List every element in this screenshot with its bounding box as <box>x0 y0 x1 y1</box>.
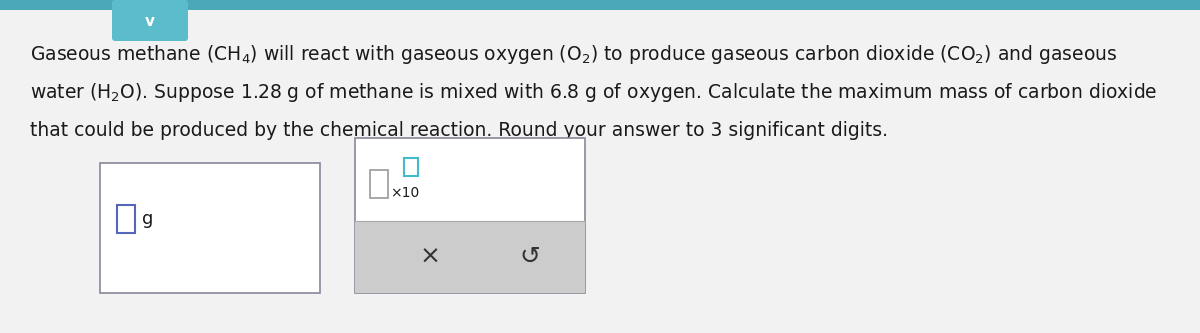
Text: v: v <box>145 15 155 30</box>
Bar <box>355 138 586 293</box>
Bar <box>0 0 1200 10</box>
Bar <box>118 205 134 233</box>
Text: ↺: ↺ <box>520 245 540 269</box>
Text: Gaseous methane $\left(\mathrm{CH_4}\right)$ will react with gaseous oxygen $\le: Gaseous methane $\left(\mathrm{CH_4}\rig… <box>30 44 1117 67</box>
Text: water $\left(\mathrm{H_2O}\right)$. Suppose 1.28 g of methane is mixed with 6.8 : water $\left(\mathrm{H_2O}\right)$. Supp… <box>30 82 1158 105</box>
Text: that could be produced by the chemical reaction. Round your answer to 3 signific: that could be produced by the chemical r… <box>30 122 888 141</box>
Text: ×: × <box>420 245 440 269</box>
Bar <box>355 221 586 293</box>
Bar <box>100 163 320 293</box>
Bar <box>370 170 388 198</box>
Text: ×10: ×10 <box>390 186 419 200</box>
FancyBboxPatch shape <box>112 0 188 41</box>
Text: g: g <box>142 210 154 228</box>
Bar <box>404 158 418 176</box>
